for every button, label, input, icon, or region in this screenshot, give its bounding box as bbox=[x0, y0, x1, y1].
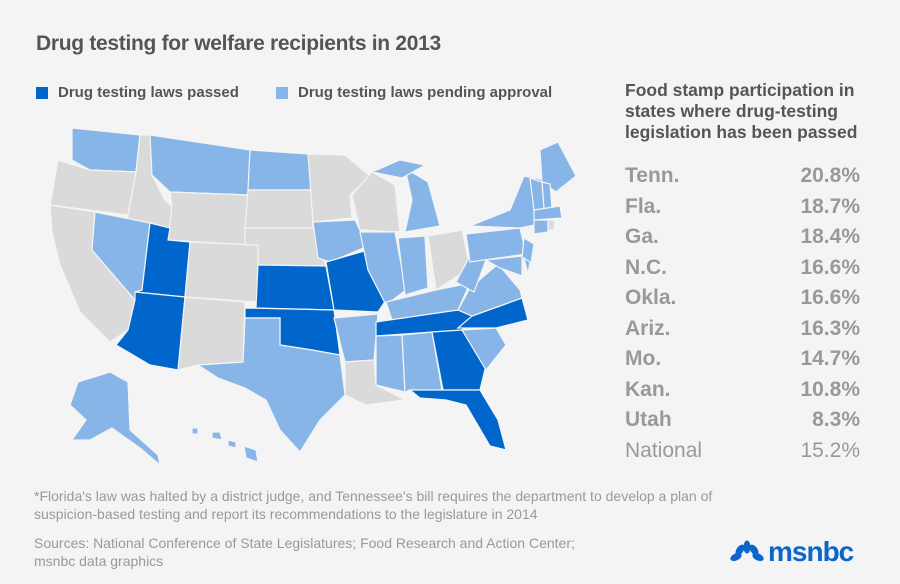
state-wi bbox=[351, 171, 401, 233]
state-hi bbox=[227, 439, 237, 449]
sources-line: Sources: National Conference of State Le… bbox=[34, 535, 575, 551]
table-row: Tenn. 20.8% bbox=[625, 161, 860, 192]
state-sd bbox=[244, 189, 314, 229]
state-name: Mo. bbox=[625, 347, 662, 370]
table-row: Kan. 10.8% bbox=[625, 375, 860, 406]
table-row: Ga. 18.4% bbox=[625, 222, 860, 253]
participation-value: 20.8% bbox=[800, 164, 860, 187]
state-name: Ga. bbox=[625, 225, 659, 248]
sources-line: msnbc data graphics bbox=[34, 553, 164, 569]
legend-passed: Drug testing laws passed bbox=[36, 84, 239, 101]
state-name: Fla. bbox=[625, 194, 662, 218]
legend-label: Drug testing laws pending approval bbox=[298, 84, 553, 101]
state-la bbox=[344, 359, 407, 406]
panel-heading: Food stamp participation in states where… bbox=[625, 80, 858, 142]
state-name: Okla. bbox=[625, 286, 677, 309]
state-de bbox=[523, 256, 531, 275]
state-ga bbox=[431, 329, 487, 391]
state-co bbox=[184, 241, 259, 303]
national-row: National 15.2% bbox=[625, 436, 860, 467]
state-nd bbox=[247, 149, 313, 191]
state-fl bbox=[408, 389, 507, 451]
state-tx bbox=[196, 317, 346, 453]
state-hi bbox=[191, 427, 199, 435]
participation-value: 15.2% bbox=[800, 438, 860, 462]
state-ks bbox=[255, 264, 335, 311]
participation-value: 16.6% bbox=[800, 286, 860, 309]
state-ar bbox=[333, 313, 379, 363]
state-name: Ariz. bbox=[625, 316, 671, 340]
table-row: Okla. 16.6% bbox=[625, 283, 860, 314]
peacock-icon bbox=[730, 540, 764, 562]
participation-value: 8.3% bbox=[812, 408, 860, 431]
state-wy bbox=[167, 191, 249, 246]
state-il bbox=[359, 231, 407, 306]
table-row: Mo. 14.7% bbox=[625, 344, 860, 375]
state-hi bbox=[211, 431, 223, 441]
table-row: Fla. 18.7% bbox=[625, 192, 860, 223]
participation-value: 16.3% bbox=[800, 316, 860, 340]
state-mt bbox=[149, 134, 251, 196]
food-stamp-panel: Food stamp participation in states where… bbox=[625, 80, 860, 466]
table-row: Utah 8.3% bbox=[625, 405, 860, 436]
state-nc bbox=[456, 297, 529, 329]
legend-swatch-pending bbox=[276, 86, 288, 99]
sources: Sources: National Conference of State Le… bbox=[34, 534, 575, 570]
state-name: N.C. bbox=[625, 255, 667, 279]
state-ms bbox=[375, 334, 406, 393]
us-map bbox=[49, 127, 577, 467]
participation-value: 18.7% bbox=[800, 194, 860, 218]
state-ri bbox=[547, 219, 556, 231]
legend-swatch-passed bbox=[36, 86, 48, 99]
state-md bbox=[484, 255, 523, 277]
participation-value: 14.7% bbox=[800, 347, 860, 370]
state-name: Tenn. bbox=[625, 164, 680, 187]
state-name: Utah bbox=[625, 408, 672, 431]
logo-text: msnbc bbox=[768, 536, 854, 567]
state-ia bbox=[312, 219, 369, 263]
participation-value: 18.4% bbox=[800, 225, 860, 248]
page-title: Drug testing for welfare recipients in 2… bbox=[36, 32, 441, 55]
state-sc bbox=[460, 327, 507, 372]
state-name: Kan. bbox=[625, 377, 671, 401]
state-ct bbox=[533, 219, 549, 235]
participation-value: 10.8% bbox=[800, 377, 860, 401]
state-me bbox=[539, 141, 577, 193]
state-name: National bbox=[625, 438, 703, 462]
state-hi bbox=[243, 445, 259, 463]
footnote: *Florida's law was halted by a district … bbox=[34, 488, 713, 522]
legend-label: Drug testing laws passed bbox=[58, 84, 239, 101]
state-nm bbox=[177, 296, 246, 371]
msnbc-logo: msnbc bbox=[730, 536, 854, 568]
legend-pending: Drug testing laws pending approval bbox=[276, 84, 552, 101]
state-ma bbox=[533, 205, 563, 221]
state-wa bbox=[71, 127, 141, 173]
participation-value: 16.6% bbox=[800, 255, 860, 279]
state-mi bbox=[404, 166, 441, 233]
table-row: Ariz. 16.3% bbox=[625, 314, 860, 345]
state-ak bbox=[69, 371, 161, 467]
table-row: N.C. 16.6% bbox=[625, 253, 860, 284]
participation-table: Tenn. 20.8% Fla. 18.7% Ga. 18.4% N.C. 16.6% Okla… bbox=[625, 161, 860, 466]
state-in bbox=[397, 235, 429, 296]
state-mi_up bbox=[369, 159, 427, 179]
